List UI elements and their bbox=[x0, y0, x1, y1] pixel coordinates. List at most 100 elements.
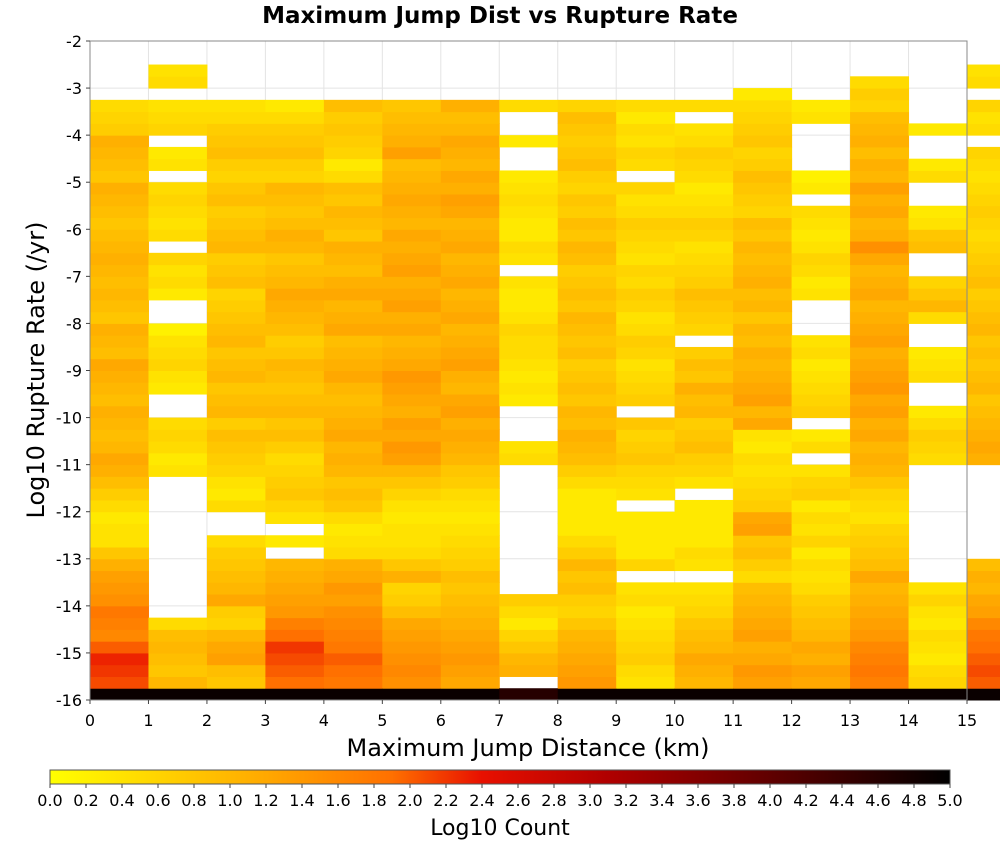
heatmap-cell bbox=[967, 193, 1000, 207]
heatmap-cell bbox=[206, 111, 266, 124]
heatmap-cell bbox=[733, 417, 793, 430]
colorbar-tick-label: 0.2 bbox=[73, 791, 98, 810]
heatmap-cell bbox=[206, 488, 266, 501]
colorbar-tick-label: 0.8 bbox=[181, 791, 206, 810]
heatmap-cell bbox=[148, 664, 208, 677]
heatmap-cell bbox=[908, 217, 968, 230]
heatmap-cell bbox=[850, 252, 910, 266]
heatmap-cell bbox=[557, 323, 617, 336]
heatmap-cell bbox=[674, 299, 734, 313]
heatmap-cell bbox=[148, 205, 208, 219]
heatmap-cell bbox=[499, 358, 559, 371]
heatmap-cell bbox=[557, 135, 617, 148]
heatmap-cell bbox=[733, 394, 793, 407]
heatmap-cell bbox=[557, 182, 617, 195]
heatmap-cell bbox=[265, 358, 325, 371]
heatmap-cell bbox=[323, 452, 383, 466]
heatmap-cell bbox=[674, 417, 734, 430]
heatmap-cell bbox=[90, 511, 149, 524]
heatmap-cell bbox=[206, 641, 266, 654]
heatmap-cell bbox=[967, 594, 1000, 607]
heatmap-cell bbox=[674, 276, 734, 289]
heatmap-cell bbox=[557, 676, 617, 689]
heatmap-cell bbox=[908, 311, 968, 324]
heatmap-cell bbox=[733, 264, 793, 277]
heatmap-cell bbox=[148, 382, 208, 395]
heatmap-cell bbox=[557, 523, 617, 536]
heatmap-cell bbox=[733, 346, 793, 360]
heatmap-cell bbox=[557, 335, 617, 348]
heatmap-cell bbox=[499, 594, 559, 607]
heatmap-cell bbox=[440, 323, 500, 336]
heatmap-cell bbox=[440, 511, 500, 524]
heatmap-cell bbox=[323, 193, 383, 207]
heatmap-cell bbox=[850, 535, 910, 548]
heatmap-cell bbox=[90, 135, 149, 148]
heatmap-cell bbox=[557, 476, 617, 489]
heatmap-cell bbox=[908, 594, 968, 607]
colorbar-tick-label: 1.4 bbox=[289, 791, 314, 810]
heatmap-cell bbox=[967, 170, 1000, 183]
heatmap-cell bbox=[733, 158, 793, 171]
heatmap-cell bbox=[382, 664, 442, 677]
heatmap-cell bbox=[440, 276, 500, 289]
heatmap-cell bbox=[323, 99, 383, 113]
heatmap-cell bbox=[148, 264, 208, 277]
heatmap-cell bbox=[206, 323, 266, 336]
heatmap-cell bbox=[90, 664, 149, 677]
heatmap-cell bbox=[440, 488, 500, 501]
heatmap-cell bbox=[382, 629, 442, 642]
heatmap-cell bbox=[850, 511, 910, 524]
heatmap-cell bbox=[323, 217, 383, 230]
heatmap-cell bbox=[850, 476, 910, 489]
heatmap-cell bbox=[967, 394, 1000, 407]
heatmap-cell bbox=[733, 511, 793, 524]
heatmap-cell bbox=[90, 535, 149, 548]
heatmap-cell bbox=[908, 605, 968, 619]
heatmap-cell bbox=[382, 158, 442, 171]
heatmap-cell bbox=[733, 499, 793, 513]
heatmap-cell bbox=[90, 382, 149, 395]
heatmap-cell bbox=[382, 182, 442, 195]
heatmap-cell bbox=[733, 441, 793, 454]
heatmap-cell bbox=[382, 99, 442, 113]
heatmap-cell bbox=[791, 182, 851, 195]
heatmap-cell bbox=[90, 617, 149, 630]
heatmap-cell bbox=[674, 182, 734, 195]
heatmap-cell bbox=[733, 241, 793, 254]
heatmap-cell bbox=[323, 488, 383, 501]
heatmap-cell bbox=[90, 146, 149, 160]
heatmap-cell bbox=[90, 276, 149, 289]
heatmap-cell bbox=[382, 311, 442, 324]
heatmap-cell bbox=[90, 676, 149, 689]
heatmap-cell bbox=[148, 193, 208, 207]
heatmap-cell bbox=[674, 135, 734, 148]
heatmap-cell bbox=[733, 311, 793, 324]
heatmap-cell bbox=[323, 264, 383, 277]
heatmap-cell bbox=[557, 499, 617, 513]
heatmap-cell bbox=[440, 405, 500, 419]
heatmap-cell bbox=[557, 558, 617, 572]
heatmap-cell bbox=[206, 417, 266, 430]
heatmap-cell bbox=[674, 499, 734, 513]
heatmap-cell bbox=[616, 594, 676, 607]
heatmap-cell bbox=[323, 382, 383, 395]
heatmap-cell bbox=[733, 299, 793, 313]
heatmap-cell bbox=[382, 111, 442, 124]
heatmap-cell bbox=[850, 335, 910, 348]
heatmap-cell bbox=[440, 547, 500, 560]
colorbar-tick-label: 1.0 bbox=[217, 791, 242, 810]
heatmap-cell bbox=[440, 299, 500, 313]
colorbar-tick-label: 0.0 bbox=[37, 791, 62, 810]
x-tick-label: 10 bbox=[664, 711, 684, 730]
heatmap-cell bbox=[323, 688, 383, 701]
heatmap-cell bbox=[674, 158, 734, 171]
heatmap-cell bbox=[850, 99, 910, 113]
heatmap-cell bbox=[265, 146, 325, 160]
y-tick-label: -7 bbox=[66, 267, 82, 286]
heatmap-cell bbox=[674, 547, 734, 560]
heatmap-cell bbox=[382, 605, 442, 619]
heatmap-cell bbox=[499, 217, 559, 230]
heatmap-cell bbox=[616, 441, 676, 454]
heatmap-cell bbox=[850, 582, 910, 595]
